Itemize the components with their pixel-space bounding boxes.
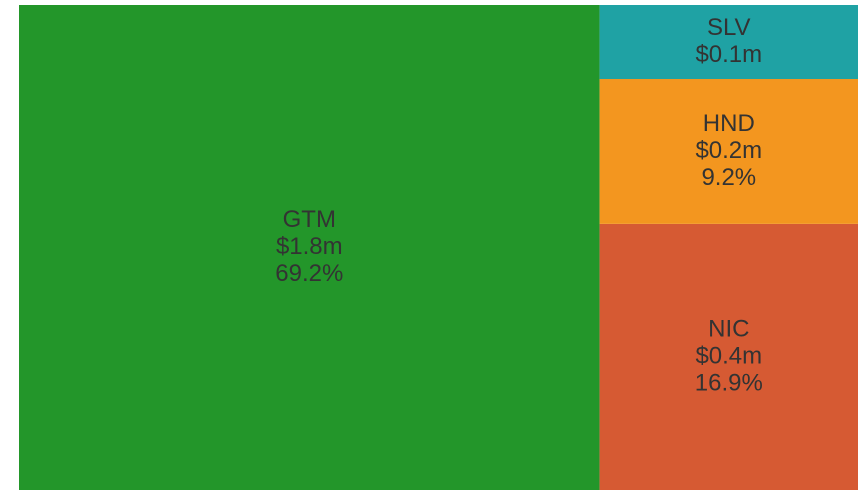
- tile-label: SLV: [707, 14, 751, 41]
- tile-share-label: 16.9%: [695, 369, 763, 396]
- tile-share-label: 69.2%: [275, 260, 343, 287]
- tile: [599, 223, 858, 490]
- tile: [19, 5, 600, 490]
- tile-label: HND: [703, 110, 755, 137]
- tile: [599, 5, 858, 80]
- tile-value-label: $0.1m: [695, 41, 762, 68]
- tile-label: GTM: [283, 206, 336, 233]
- tile-label: NIC: [708, 315, 749, 342]
- tile: [599, 79, 858, 224]
- tile-share-label: 9.2%: [701, 164, 756, 191]
- tile-value-label: $1.8m: [276, 233, 343, 260]
- tile-value-label: $0.2m: [695, 137, 762, 164]
- tile-value-label: $0.4m: [695, 342, 762, 369]
